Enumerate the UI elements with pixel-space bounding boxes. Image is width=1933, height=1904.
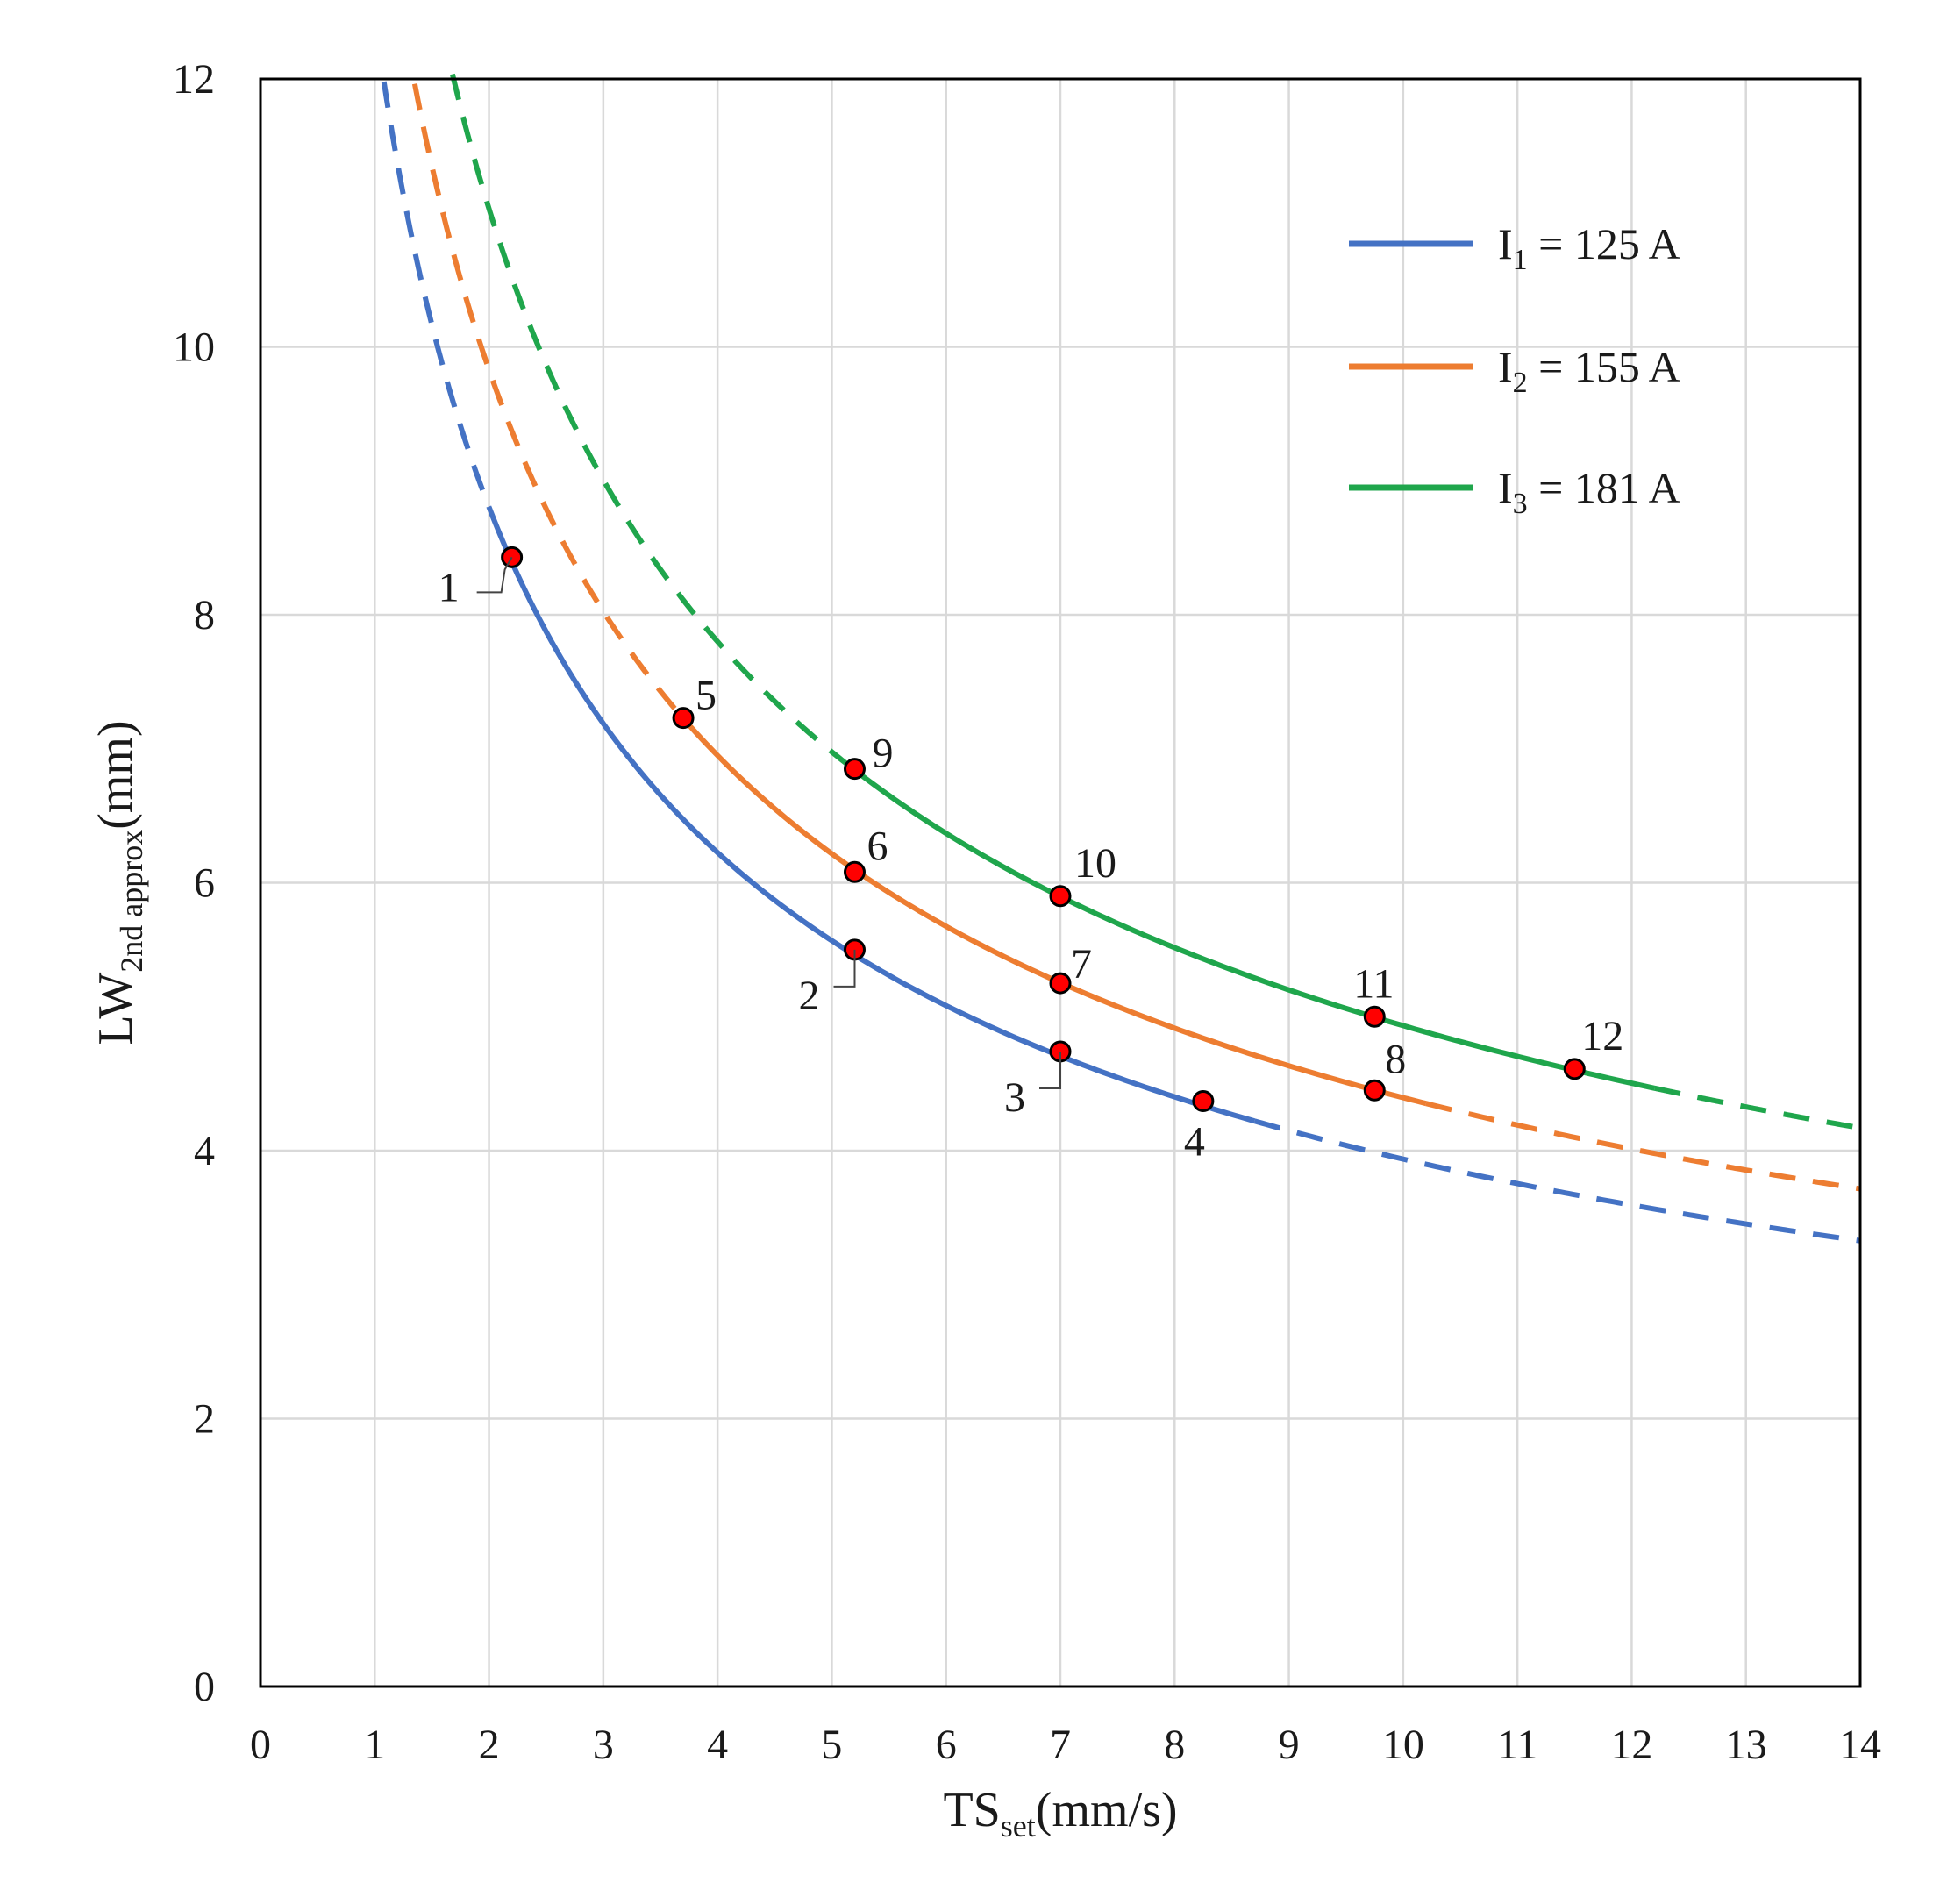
x-tick-label: 9 [1279,1722,1300,1768]
data-point-9 [843,758,866,781]
data-label-3: 3 [1004,1074,1025,1121]
data-label-1: 1 [439,564,460,610]
data-point-7 [1049,972,1072,995]
y-tick-label: 4 [194,1128,215,1174]
x-tick-label: 4 [707,1722,728,1768]
x-axis-title: TSset(mm/s) [943,1783,1177,1843]
series-3-line [852,767,1656,1091]
data-point-4 [1192,1089,1215,1112]
data-label-6: 6 [867,823,888,869]
y-axis-title-unit: (mm) [89,720,143,829]
x-tick-label: 5 [821,1722,842,1768]
data-label-5: 5 [695,673,717,719]
y-tick-label: 2 [194,1396,215,1443]
x-tick-label: 6 [936,1722,957,1768]
series-1-dashed-left [381,81,492,509]
data-label-12: 12 [1581,1013,1623,1059]
data-point-6 [843,860,866,883]
data-point-5 [672,707,695,730]
data-label-4: 4 [1184,1118,1205,1165]
data-point-8 [1363,1079,1386,1102]
data-label-9: 9 [872,731,893,777]
series-1-dashed-right [1253,1118,1861,1244]
plot-frame [259,77,1862,1688]
y-tick-label: 6 [194,860,215,907]
data-label-leader-2 [833,949,856,988]
legend: I1 = 125 A I2 = 155 A I3 = 181 A [1349,219,1680,520]
x-tick-label: 3 [593,1722,614,1768]
x-tick-label: 2 [479,1722,500,1768]
series-1-line [486,506,1256,1124]
x-tick-label: 13 [1725,1722,1767,1768]
y-tick-label: 12 [173,56,215,103]
legend-label-2: I2 = 155 A [1498,342,1680,399]
data-label-7: 7 [1071,941,1092,988]
series-3-dashed-left [449,73,857,773]
data-label-leader-1 [476,556,513,594]
x-tick-label: 10 [1382,1722,1424,1768]
x-axis-title-unit: (mm/s) [1036,1783,1178,1837]
legend-label-3: I3 = 181 A [1498,463,1680,520]
x-tick-label: 12 [1610,1722,1652,1768]
series-3-dashed-right [1653,1085,1861,1131]
x-tick-label: 7 [1050,1722,1071,1768]
x-tick-label: 14 [1839,1722,1881,1768]
data-label-2: 2 [798,973,819,1019]
x-tick-label: 11 [1497,1722,1537,1768]
series-2-dashed-left [411,83,686,721]
data-label-8: 8 [1385,1036,1406,1082]
data-label-leader-3 [1039,1051,1061,1089]
data-label-10: 10 [1074,840,1116,887]
x-tick-label: 1 [364,1722,385,1768]
data-point-11 [1363,1005,1386,1028]
y-tick-label: 10 [173,324,215,371]
series-2-dashed-right [1425,1101,1861,1192]
y-tick-label: 8 [194,592,215,638]
grid [260,79,1860,1687]
data-point-12 [1563,1058,1586,1080]
plot-border [259,77,1862,1688]
y-axis-title-main: LW [89,973,143,1045]
data-label-11: 11 [1353,960,1394,1007]
x-tick-label: 0 [250,1722,271,1768]
x-axis-title-main: TS [943,1783,1000,1837]
y-axis-title-sub: 2nd approx [114,830,149,973]
x-tick-label: 8 [1164,1722,1185,1768]
y-axis-title: LW2nd approx(mm) [89,720,149,1045]
data-point-10 [1049,885,1072,908]
y-tick-label: 0 [194,1664,215,1710]
legend-label-1: I1 = 125 A [1498,219,1680,276]
x-axis-title-sub: set [1001,1808,1036,1843]
